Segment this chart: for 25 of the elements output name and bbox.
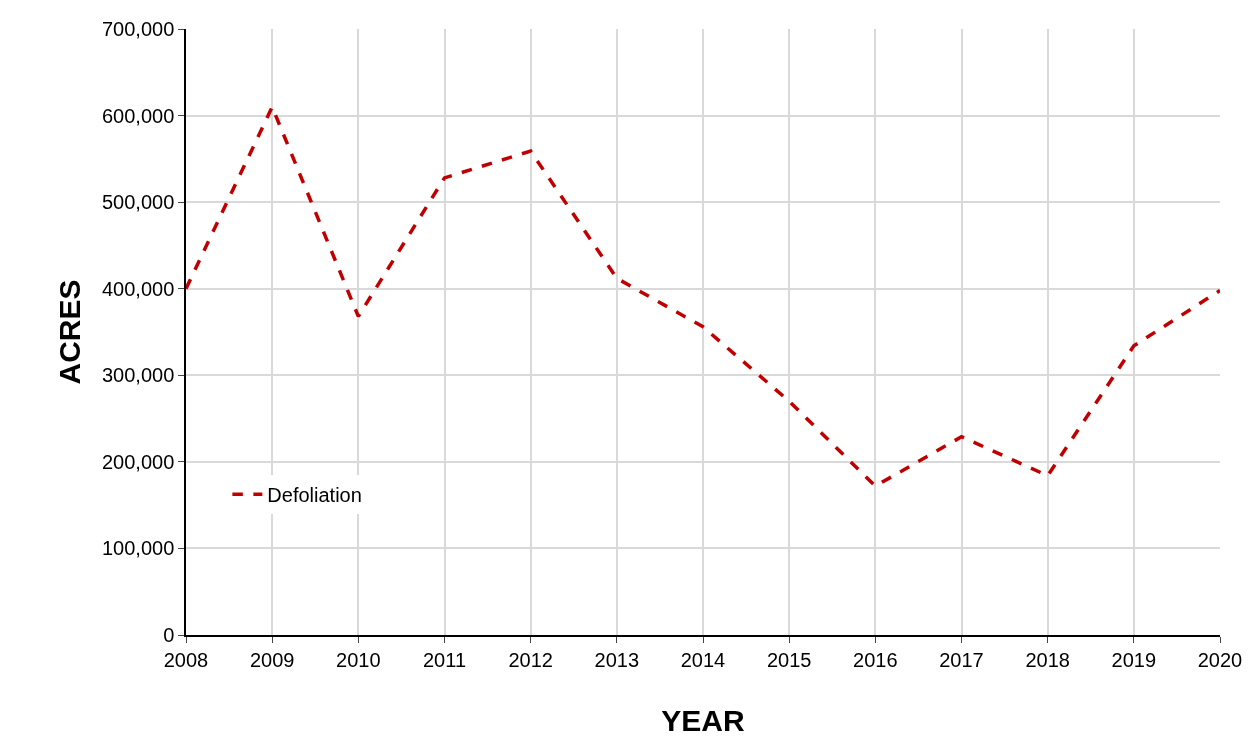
x-tick-label: 2011	[422, 648, 467, 671]
x-tick-label: 2020	[1197, 648, 1243, 671]
line-series	[186, 105, 1220, 488]
x-tick-label: 2016	[853, 648, 898, 671]
y-tick-label: 700,000	[101, 18, 175, 40]
y-tick-label: 100,000	[101, 537, 175, 560]
y-tick-label: 200,000	[101, 450, 175, 473]
y-tick-label: 300,000	[101, 364, 175, 387]
x-tick-label: 2018	[1025, 648, 1070, 671]
x-tick-label: 2013	[594, 648, 640, 671]
y-tick-label: 500,000	[101, 191, 175, 214]
x-tick-label: 2017	[939, 648, 984, 671]
x-tick-label: 2012	[508, 648, 553, 671]
x-tick-label: 2019	[1111, 648, 1157, 671]
x-tick-label: 2010	[336, 648, 381, 671]
x-tick-label: 2014	[680, 648, 726, 671]
y-tick-label: 400,000	[101, 277, 175, 300]
x-tick-label: 2008	[163, 648, 209, 671]
y-tick-label: 600,000	[101, 104, 175, 127]
y-axis-title: ACRES	[53, 279, 87, 385]
x-axis-title: YEAR	[661, 703, 745, 737]
legend-label: Defoliation	[267, 484, 362, 507]
x-tick-label: 2009	[249, 648, 295, 671]
y-tick-label: 0	[163, 624, 175, 646]
x-tick-label: 2015	[766, 648, 812, 671]
